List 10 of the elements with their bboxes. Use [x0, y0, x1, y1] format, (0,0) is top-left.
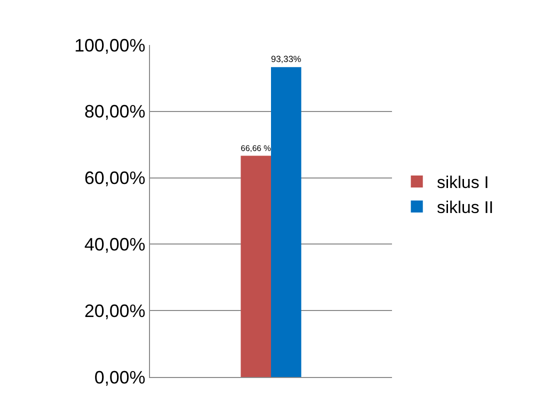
legend-label: siklus II — [436, 198, 494, 218]
legend-label: siklus I — [436, 173, 489, 192]
y-tick-label: 60,00% — [84, 168, 146, 188]
y-tick-label: 20,00% — [84, 300, 146, 321]
data-label: 93,33% — [271, 54, 302, 64]
y-tick-label: 100,00% — [74, 35, 146, 56]
y-tick-label: 40,00% — [84, 234, 146, 254]
data-label: 66,66 % — [240, 144, 272, 153]
y-tick-label: 80,00% — [84, 102, 146, 122]
y-tick-label: 0,00% — [94, 367, 146, 388]
